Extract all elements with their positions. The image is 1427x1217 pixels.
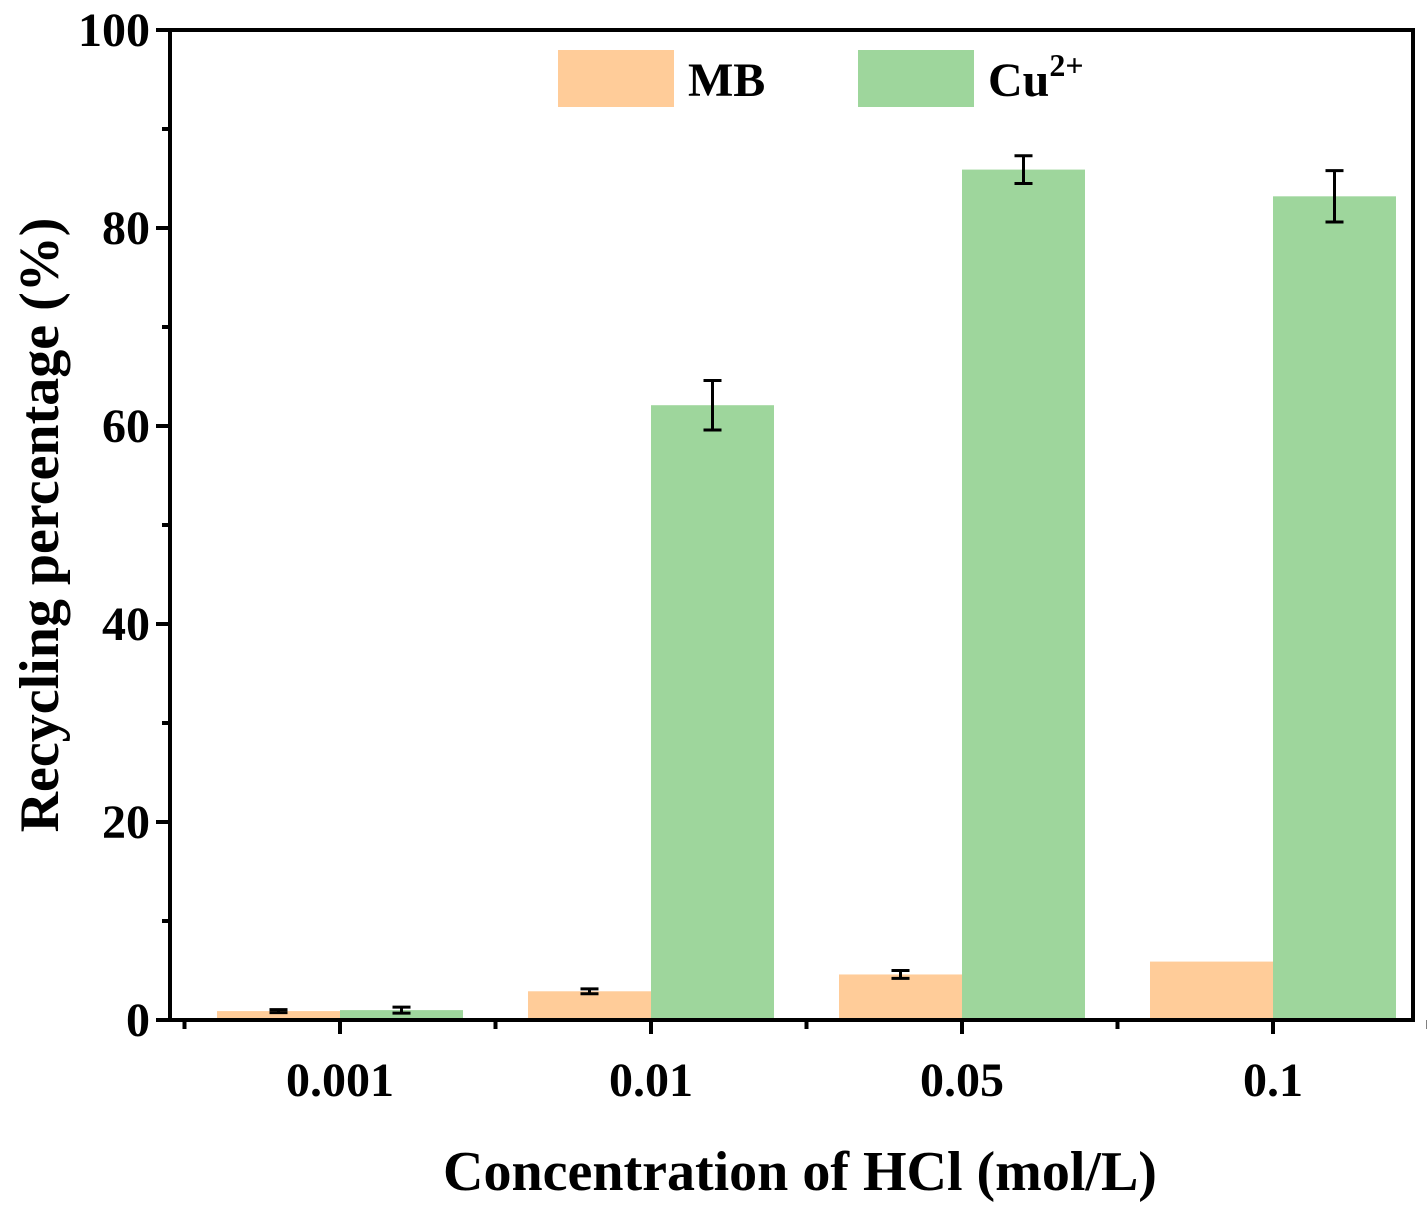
y-axis-title: Recycling percentage (%)	[9, 218, 71, 833]
error-bar-cu-0_1	[1325, 169, 1344, 224]
legend: MB Cu2+	[558, 47, 1084, 107]
plot-frame	[168, 28, 1415, 1022]
bar-cu-0_1	[1273, 196, 1396, 1020]
y-tick-label: 20	[102, 796, 150, 849]
legend-label: Cu2+	[988, 47, 1084, 107]
x-tick-label: 0.05	[920, 1054, 1004, 1107]
error-bar-cu-0_001	[392, 1005, 411, 1015]
error-bars-layer	[269, 154, 1344, 1015]
legend-item-mb: MB	[558, 50, 765, 107]
x-tick-label: 0.01	[609, 1054, 693, 1107]
axes-layer	[156, 28, 1427, 1034]
bar-cu-0_01	[651, 405, 774, 1021]
x-tick-label: 0.1	[1243, 1054, 1303, 1107]
bars-layer	[217, 169, 1396, 1021]
error-bar-mb-0_05	[891, 969, 910, 980]
y-tick-label: 40	[102, 598, 150, 651]
bar-cu-0_05	[962, 169, 1085, 1021]
error-bar-mb-0_01	[580, 987, 599, 996]
error-bar-cu-0_05	[1014, 154, 1033, 185]
bar-cu-0_001	[340, 1010, 463, 1020]
y-tick-label: 100	[78, 4, 150, 57]
tick-labels-layer: 0 20 40 60 80 100 0.001 0.01 0.05 0.1	[78, 4, 1303, 1107]
error-bar-cu-0_01	[703, 378, 722, 432]
y-tick-label: 60	[102, 400, 150, 453]
legend-label: MB	[688, 54, 765, 107]
legend-swatch	[558, 50, 674, 107]
bar-mb-0_01	[528, 991, 651, 1020]
y-tick-label: 0	[126, 994, 150, 1047]
legend-label-superscript: 2+	[1049, 47, 1083, 83]
x-tick-label: 0.001	[286, 1054, 394, 1107]
bar-mb-0_001	[217, 1011, 340, 1020]
error-bar-mb-0_001	[269, 1008, 288, 1015]
y-tick-label: 80	[102, 202, 150, 255]
bar-mb-0_05	[839, 974, 962, 1020]
bar-mb-0_1	[1150, 961, 1273, 1020]
legend-swatch	[858, 50, 974, 107]
x-axis-title: Concentration of HCl (mol/L)	[443, 1141, 1157, 1203]
legend-item-cu: Cu2+	[858, 47, 1084, 107]
